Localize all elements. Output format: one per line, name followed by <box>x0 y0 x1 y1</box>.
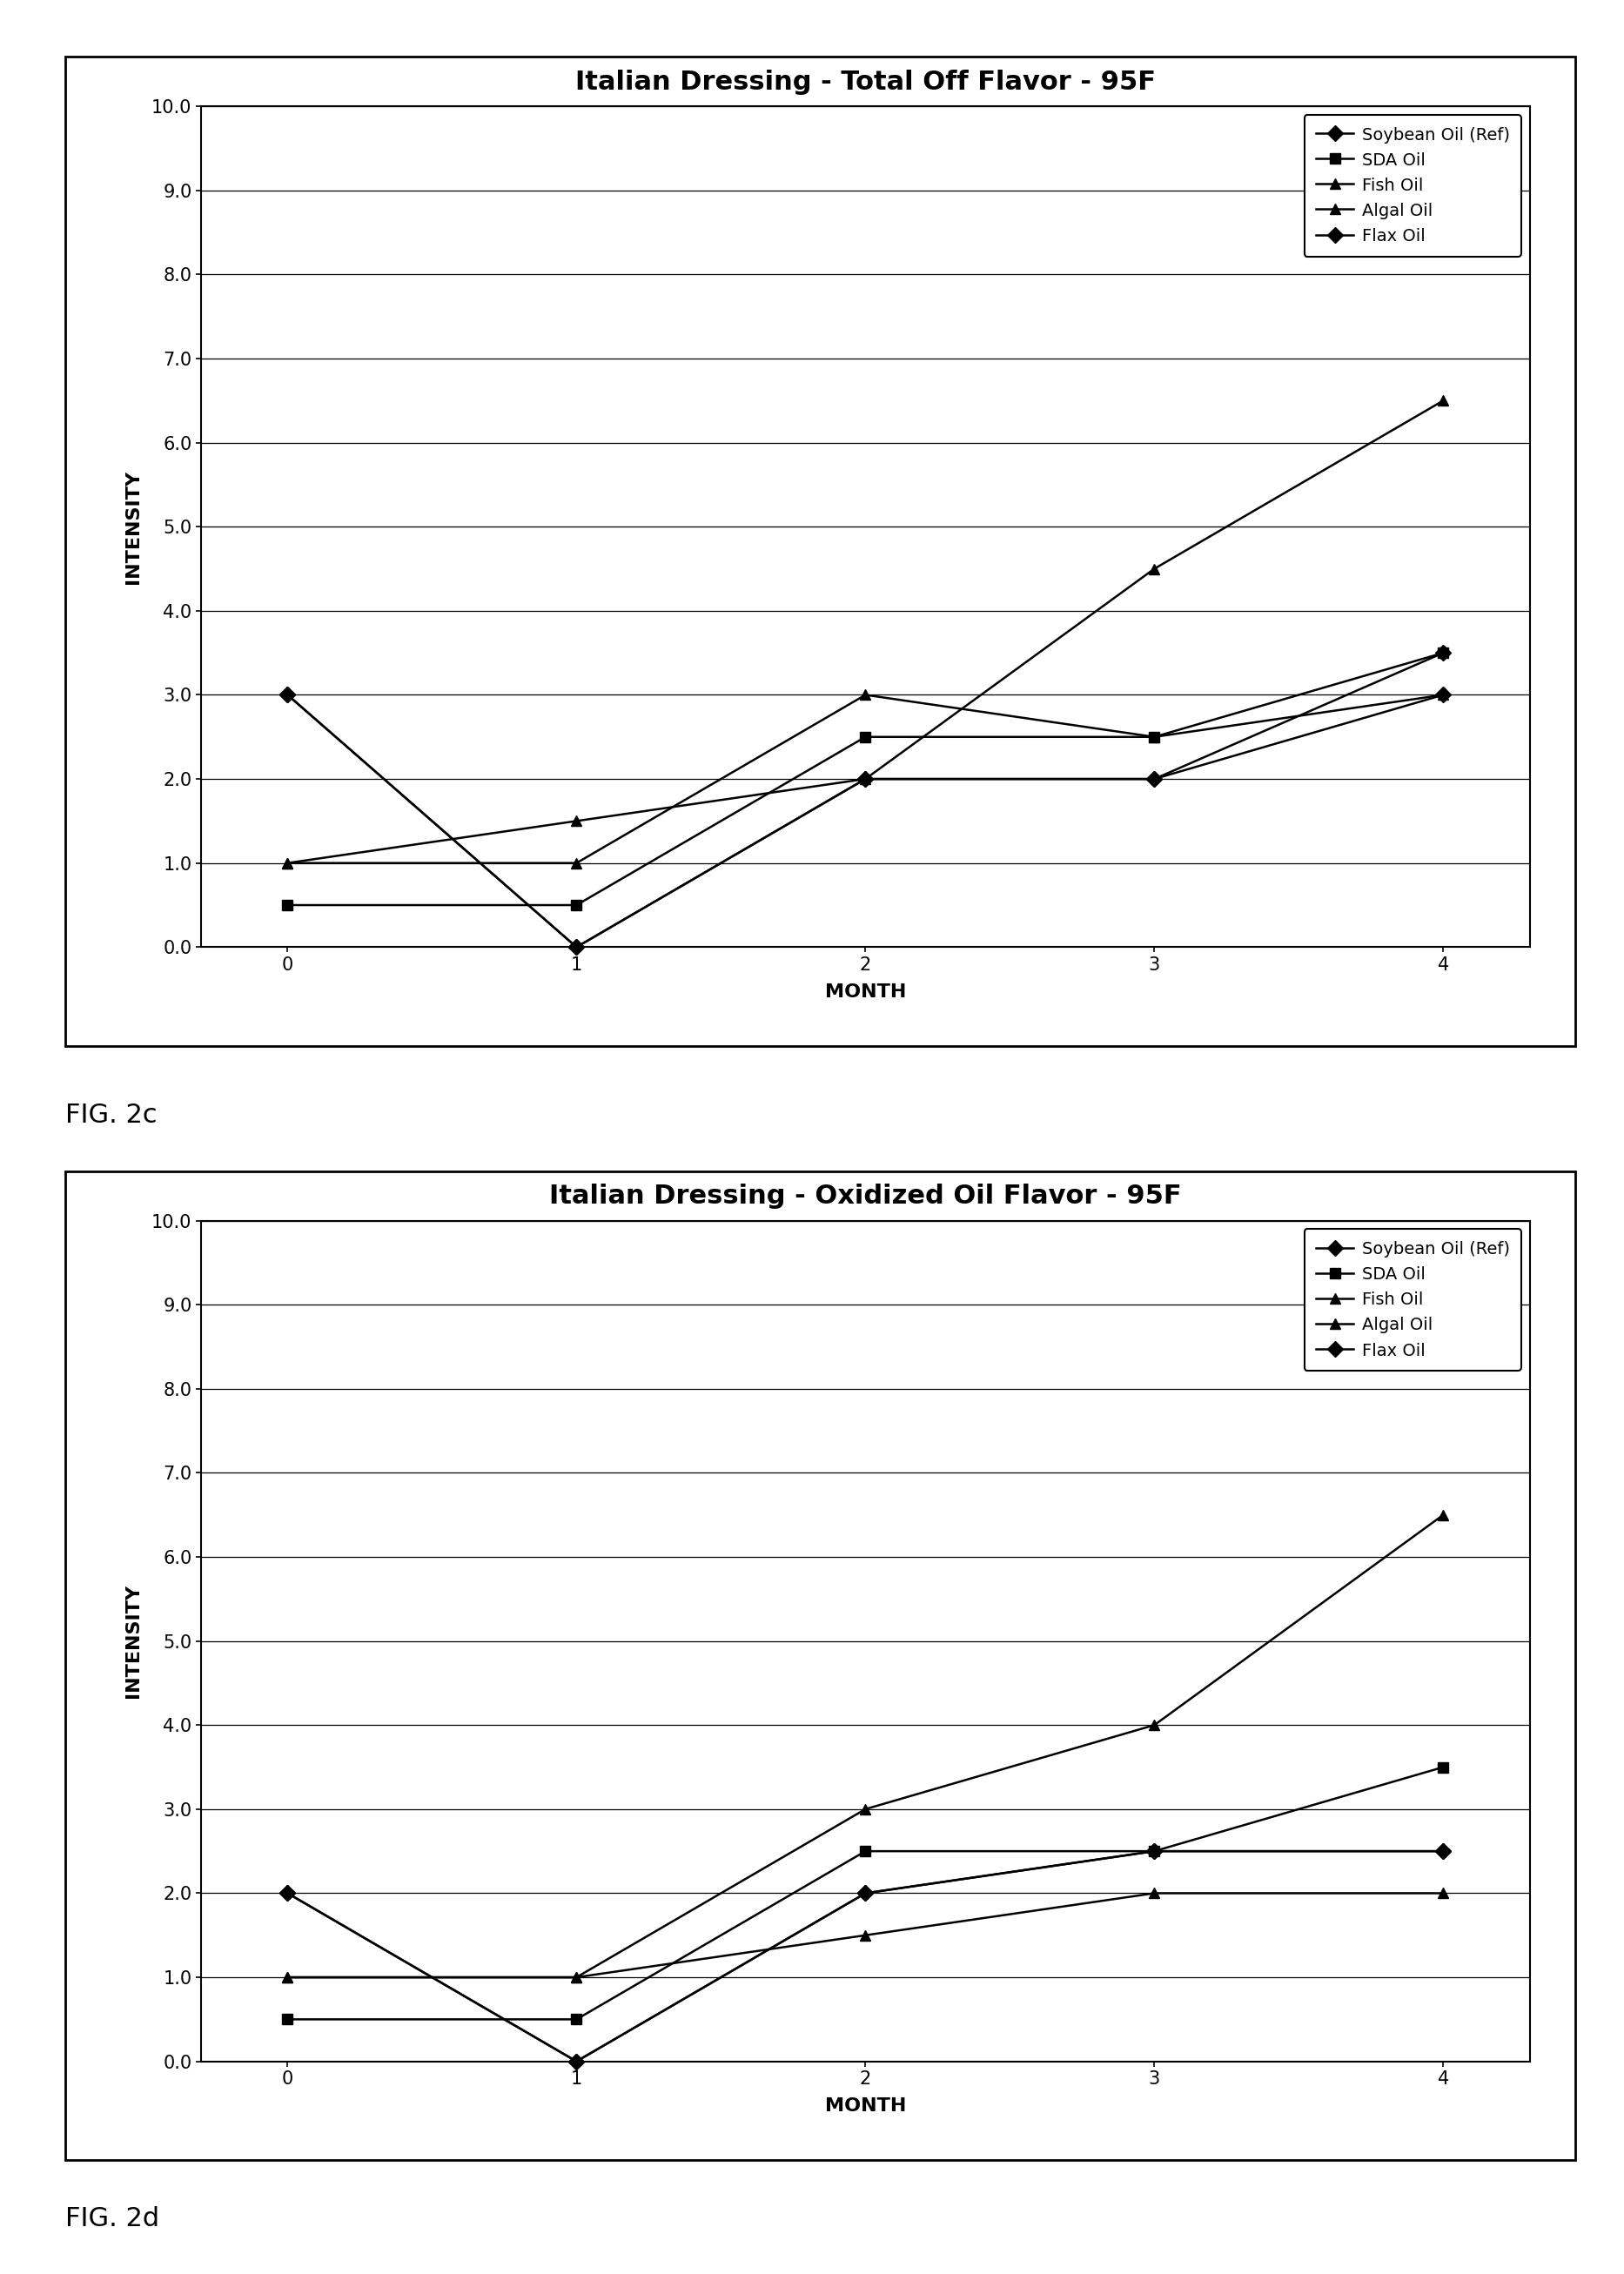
Flax Oil <box>1145 766 1164 794</box>
SDA Oil <box>567 891 586 919</box>
Text: FIG. 2c: FIG. 2c <box>65 1103 158 1128</box>
Legend: Soybean Oil (Ref), SDA Oil, Fish Oil, Algal Oil, Flax Oil: Soybean Oil (Ref), SDA Oil, Fish Oil, Al… <box>1304 1228 1522 1371</box>
Y-axis label: INTENSITY: INTENSITY <box>125 471 141 584</box>
X-axis label: MONTH: MONTH <box>825 2097 906 2115</box>
Algal Oil <box>1434 387 1453 414</box>
Line: Flax Oil: Flax Oil <box>283 689 1449 953</box>
Legend: Soybean Oil (Ref), SDA Oil, Fish Oil, Algal Oil, Flax Oil: Soybean Oil (Ref), SDA Oil, Fish Oil, Al… <box>1304 114 1522 257</box>
Fish Oil <box>1434 682 1453 709</box>
Soybean Oil (Ref) <box>856 1881 875 1908</box>
Soybean Oil (Ref) <box>1145 766 1164 794</box>
Line: Fish Oil: Fish Oil <box>283 1887 1449 1983</box>
SDA Oil <box>1145 723 1164 750</box>
Line: Fish Oil: Fish Oil <box>283 689 1449 869</box>
Line: Soybean Oil (Ref): Soybean Oil (Ref) <box>283 648 1449 953</box>
Algal Oil <box>856 766 875 794</box>
SDA Oil <box>567 2006 586 2033</box>
Algal Oil <box>567 807 586 835</box>
SDA Oil <box>856 1837 875 1865</box>
Y-axis label: INTENSITY: INTENSITY <box>125 1585 141 1699</box>
SDA Oil <box>1434 1753 1453 1781</box>
Line: Flax Oil: Flax Oil <box>283 1846 1449 2067</box>
Line: SDA Oil: SDA Oil <box>283 648 1449 910</box>
Algal Oil <box>1145 1712 1164 1740</box>
Soybean Oil (Ref) <box>567 2047 586 2074</box>
Line: Soybean Oil (Ref): Soybean Oil (Ref) <box>283 1846 1449 2067</box>
Fish Oil <box>856 1922 875 1949</box>
X-axis label: MONTH: MONTH <box>825 982 906 1001</box>
SDA Oil <box>1434 639 1453 666</box>
Title: Italian Dressing - Oxidized Oil Flavor - 95F: Italian Dressing - Oxidized Oil Flavor -… <box>549 1185 1182 1210</box>
Flax Oil <box>1434 1837 1453 1865</box>
Flax Oil <box>567 2047 586 2074</box>
Fish Oil <box>567 1965 586 1992</box>
Flax Oil <box>856 1881 875 1908</box>
SDA Oil <box>278 2006 297 2033</box>
Soybean Oil (Ref) <box>1434 1837 1453 1865</box>
Flax Oil <box>856 766 875 794</box>
Algal Oil <box>567 1965 586 1992</box>
Title: Italian Dressing - Total Off Flavor - 95F: Italian Dressing - Total Off Flavor - 95… <box>575 70 1156 96</box>
Fish Oil <box>278 1965 297 1992</box>
Fish Oil <box>856 682 875 709</box>
Fish Oil <box>1145 723 1164 750</box>
Fish Oil <box>567 850 586 878</box>
Algal Oil <box>856 1796 875 1824</box>
Soybean Oil (Ref) <box>567 932 586 960</box>
Algal Oil <box>278 850 297 878</box>
Flax Oil <box>567 932 586 960</box>
Flax Oil <box>1434 682 1453 709</box>
Soybean Oil (Ref) <box>856 766 875 794</box>
Algal Oil <box>278 1965 297 1992</box>
Fish Oil <box>278 850 297 878</box>
SDA Oil <box>278 891 297 919</box>
Soybean Oil (Ref) <box>278 1881 297 1908</box>
Algal Oil <box>1145 555 1164 582</box>
SDA Oil <box>1145 1837 1164 1865</box>
SDA Oil <box>856 723 875 750</box>
Fish Oil <box>1434 1881 1453 1908</box>
Fish Oil <box>1145 1881 1164 1908</box>
Flax Oil <box>278 682 297 709</box>
Soybean Oil (Ref) <box>278 682 297 709</box>
Line: SDA Oil: SDA Oil <box>283 1762 1449 2024</box>
Algal Oil <box>1434 1501 1453 1528</box>
Flax Oil <box>1145 1837 1164 1865</box>
Soybean Oil (Ref) <box>1434 639 1453 666</box>
Line: Algal Oil: Algal Oil <box>283 1510 1449 1983</box>
Text: FIG. 2d: FIG. 2d <box>65 2206 159 2231</box>
Line: Algal Oil: Algal Oil <box>283 396 1449 869</box>
Soybean Oil (Ref) <box>1145 1837 1164 1865</box>
Flax Oil <box>278 1881 297 1908</box>
